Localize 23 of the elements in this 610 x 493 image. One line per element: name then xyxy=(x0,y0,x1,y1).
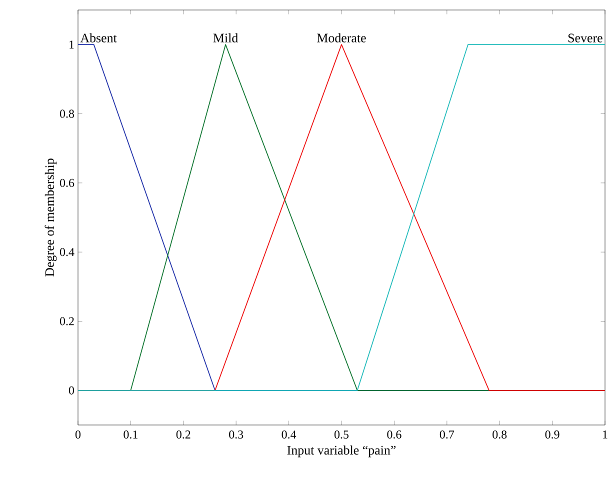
x-tick-label: 0.1 xyxy=(124,430,138,439)
x-tick-label: 0.9 xyxy=(545,430,560,439)
y-tick-label: 1 xyxy=(70,40,74,49)
y-tick-label: 0.6 xyxy=(60,178,74,187)
y-tick-label: 0.8 xyxy=(60,110,74,118)
x-tick-label: 0.7 xyxy=(440,430,454,439)
x-tick-label: 0.5 xyxy=(334,430,349,439)
x-tick-label: 0.8 xyxy=(492,430,507,439)
y-axis-title: Degree of membership xyxy=(44,158,57,276)
x-tick-label: 0.6 xyxy=(387,430,402,439)
x-tick-label: 1 xyxy=(603,430,608,438)
x-tick-label: 0.2 xyxy=(176,430,190,439)
series-label: Absent xyxy=(80,33,117,42)
series-label: Mild xyxy=(213,33,238,42)
x-tick-label: 0.3 xyxy=(229,430,244,439)
x-tick-label: 0 xyxy=(75,430,81,439)
y-tick-label: 0 xyxy=(68,386,74,394)
y-tick-label: 0.4 xyxy=(60,248,74,256)
series-label: Moderate xyxy=(317,33,366,42)
x-tick-label: 0.4 xyxy=(282,430,296,439)
series-label: Severe xyxy=(568,34,602,42)
x-axis-title: Input variable “pain” xyxy=(287,445,396,458)
y-tick-label: 0.2 xyxy=(60,317,74,326)
